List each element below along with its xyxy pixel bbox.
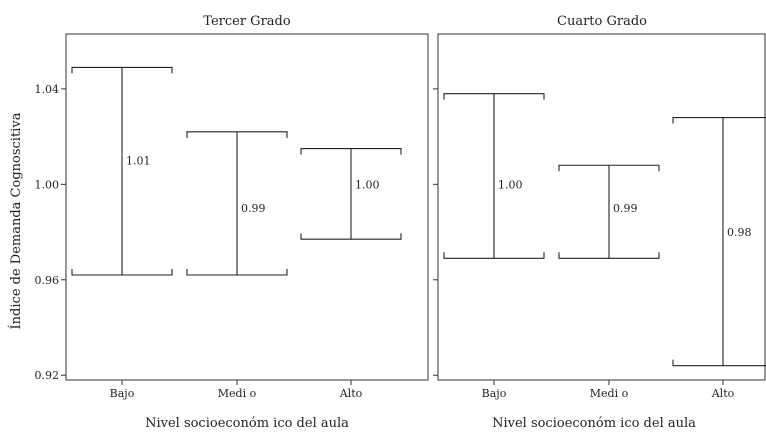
panel-frame xyxy=(437,33,766,381)
error-bar-upper-cap xyxy=(558,164,660,172)
panel-1: Tercer Grado 0.92 0.96 1.00 1.04 1.01 Bajo 0.99… xyxy=(35,14,429,431)
error-bar-lower-cap xyxy=(443,252,545,259)
x-category-label: Medi o xyxy=(590,387,629,400)
error-bar-bajo: 1.00 Bajo xyxy=(443,93,545,400)
mean-value-label: 0.99 xyxy=(241,202,266,215)
x-category-label: Bajo xyxy=(482,387,507,400)
mean-value-label: 1.00 xyxy=(355,178,380,191)
error-bar-lower-cap xyxy=(300,233,402,240)
mean-value-label: 0.98 xyxy=(727,226,752,239)
error-bar-upper-cap xyxy=(300,147,402,155)
x-category-label: Medi o xyxy=(218,387,257,400)
panel-title: Cuarto Grado xyxy=(557,14,647,29)
mean-value-label: 1.00 xyxy=(498,178,523,191)
error-bar-upper-cap xyxy=(443,93,545,100)
x-category-label: Alto xyxy=(711,387,735,400)
y-tick-label: 0.92 xyxy=(35,369,60,382)
error-bar-alto: 0.98 Alto xyxy=(672,116,766,400)
x-axis-title: Nivel socioeconóm ico del aula xyxy=(492,416,696,431)
error-bar-lower-cap xyxy=(672,359,766,367)
mean-value-label: 1.01 xyxy=(126,154,151,167)
x-axis-title: Nivel socioeconóm ico del aula xyxy=(145,416,349,431)
error-bar-upper-cap xyxy=(672,116,766,124)
y-tick-label: 1.00 xyxy=(35,178,60,191)
panel-2: Cuarto Grado 1.00 Bajo 0.99 Medi o 0.98 Alto Ni… xyxy=(433,14,766,431)
error-bar-upper-cap xyxy=(71,66,173,74)
y-tick-label: 1.04 xyxy=(35,83,60,96)
x-category-label: Bajo xyxy=(110,387,135,400)
y-tick-label: 0.96 xyxy=(35,274,60,287)
error-bar-medio: 0.99 Medi o xyxy=(186,131,288,400)
mean-value-label: 0.99 xyxy=(613,202,638,215)
error-bar-bajo: 1.01 Bajo xyxy=(71,66,173,400)
error-bar-alto: 1.00 Alto xyxy=(300,147,402,400)
chart-panels: Tercer Grado 0.92 0.96 1.00 1.04 1.01 Bajo 0.99… xyxy=(35,14,766,431)
y-axis-title: Índice de Demanda Cognoscitiva xyxy=(8,112,24,329)
panel-title: Tercer Grado xyxy=(203,14,291,29)
error-bar-lower-cap xyxy=(186,269,288,276)
x-category-label: Alto xyxy=(339,387,363,400)
panel-frame xyxy=(65,33,429,381)
error-bar-upper-cap xyxy=(186,131,288,138)
error-bar-medio: 0.99 Medi o xyxy=(558,164,660,400)
error-bar-lower-cap xyxy=(71,269,173,276)
error-bar-lower-cap xyxy=(558,252,660,259)
